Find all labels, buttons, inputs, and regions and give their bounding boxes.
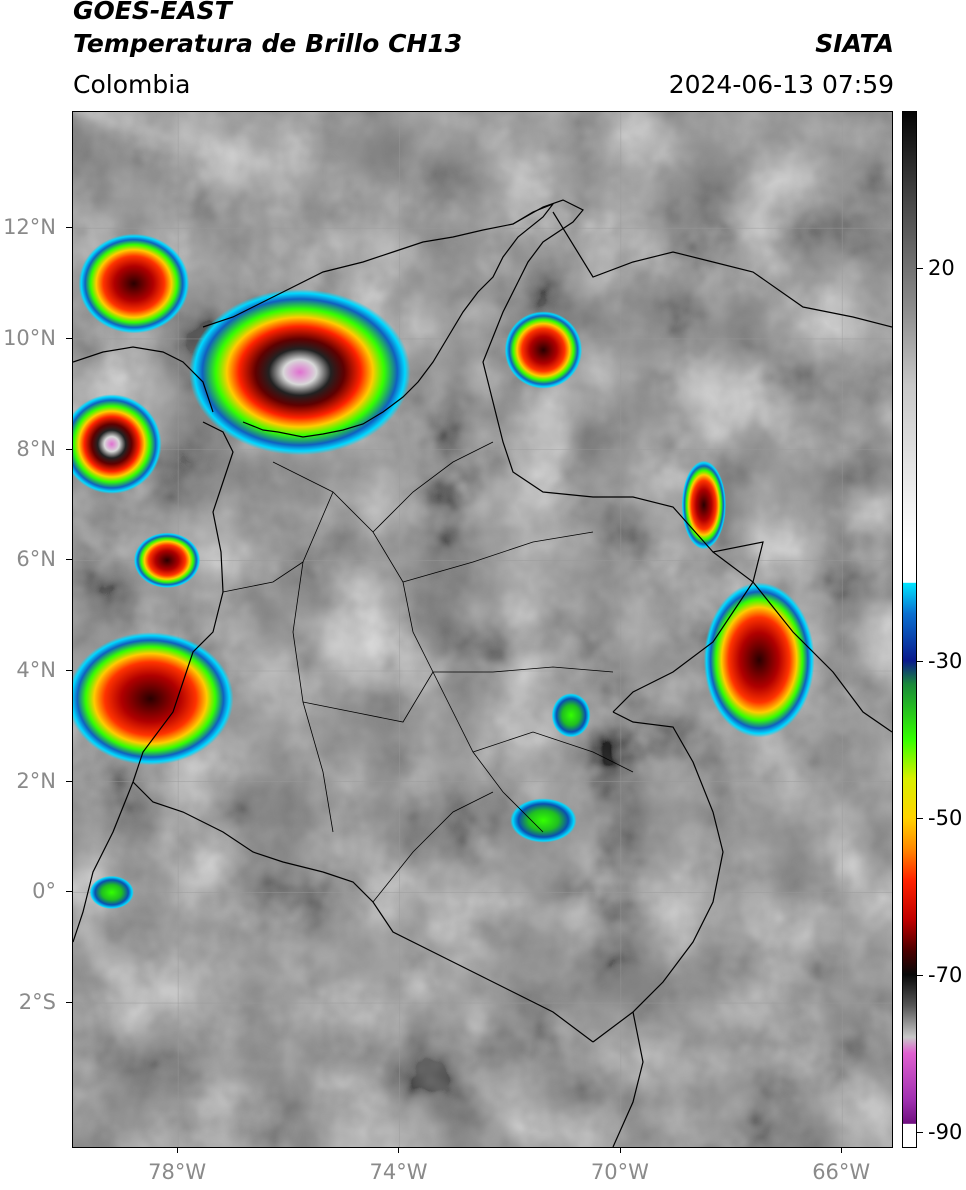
storm-cell [73, 394, 162, 494]
colombia-venezuela-border [482, 281, 764, 713]
storm-cell [73, 632, 234, 766]
peru-brazil-border [612, 1011, 644, 1147]
caribbean-coastline [202, 202, 555, 438]
dept-borders-4 [433, 666, 614, 673]
lat-tick-label: 12°N [3, 215, 56, 240]
dept-borders-8 [222, 561, 304, 593]
lat-tick [66, 891, 72, 893]
dept-borders-5 [372, 441, 494, 533]
lon-tick [841, 1147, 843, 1153]
dept-borders-2 [292, 491, 334, 833]
lon-tick [619, 1147, 621, 1153]
country-borders [73, 199, 892, 1147]
brand-label: SIATA [815, 29, 894, 58]
guajira-coast [512, 199, 584, 283]
colorbar-tick [917, 660, 923, 662]
colombia-peru-border [322, 871, 594, 1043]
storm-cell [510, 798, 577, 843]
satellite-map [72, 111, 893, 1148]
lon-tick-label: 66°W [812, 1160, 871, 1184]
lat-tick-label: 2°N [16, 768, 56, 793]
product-title: Temperatura de Brillo CH13 [73, 29, 463, 58]
dept-borders-7 [372, 791, 494, 903]
lat-tick [66, 670, 72, 671]
lat-tick [66, 1002, 72, 1004]
dept-borders-3 [402, 531, 594, 583]
venezuela-north-coast [552, 211, 892, 328]
colombia-ecuador-border [132, 781, 324, 873]
storm-cell [78, 233, 190, 334]
lat-tick-label: 0° [32, 879, 56, 904]
storm-cells [73, 233, 815, 910]
lat-tick [66, 337, 72, 339]
lon-tick-label: 78°W [148, 1160, 207, 1184]
lon-tick-label: 74°W [369, 1160, 428, 1184]
colorbar-tick [917, 268, 923, 270]
colorbar-tick-label: -30 [928, 648, 963, 673]
colorbar-tick [917, 818, 923, 820]
colombia-brazil-border [592, 711, 724, 1043]
lat-tick-label: 4°N [16, 658, 56, 682]
dept-borders-1 [272, 461, 544, 833]
lat-tick [66, 448, 72, 450]
lat-tick-label: 8°N [16, 436, 56, 461]
colorbar-tick-label: -90 [928, 1120, 963, 1145]
colorbar-tick-label: -50 [928, 806, 963, 831]
temperature-colorbar [902, 111, 917, 1148]
colorbar-tick [917, 1132, 923, 1134]
storm-cell [89, 875, 134, 910]
colorbar-tick [917, 975, 923, 977]
lon-tick-label: 70°W [590, 1160, 649, 1184]
ecuador-coast [73, 781, 134, 943]
lat-tick [66, 227, 72, 229]
lon-tick [177, 1147, 179, 1153]
storm-cell [504, 311, 583, 389]
storm-cell [189, 289, 411, 456]
lon-tick [398, 1147, 400, 1153]
storm-cell [551, 693, 591, 738]
lat-tick-label: 2°S [18, 990, 56, 1015]
datetime-label: 2024-06-13 07:59 [668, 70, 894, 99]
lat-tick [66, 780, 72, 782]
lat-tick-label: 10°N [3, 325, 56, 350]
panama-coast [73, 346, 214, 413]
colorbar-tick-label: -70 [928, 963, 963, 988]
storm-cell [681, 460, 726, 550]
colorbar-tick-label: 20 [928, 256, 955, 281]
storm-cell [703, 582, 815, 738]
dept-borders-9 [302, 671, 434, 723]
storm-cell [133, 532, 201, 588]
dept-borders-6 [472, 731, 634, 773]
satellite-title: GOES-EAST [73, 0, 232, 25]
venezuela-brazil-border [712, 551, 892, 733]
lat-tick-label: 6°N [16, 547, 56, 572]
pacific-coastline [132, 421, 234, 783]
region-label: Colombia [73, 70, 191, 99]
lat-tick [66, 559, 72, 561]
